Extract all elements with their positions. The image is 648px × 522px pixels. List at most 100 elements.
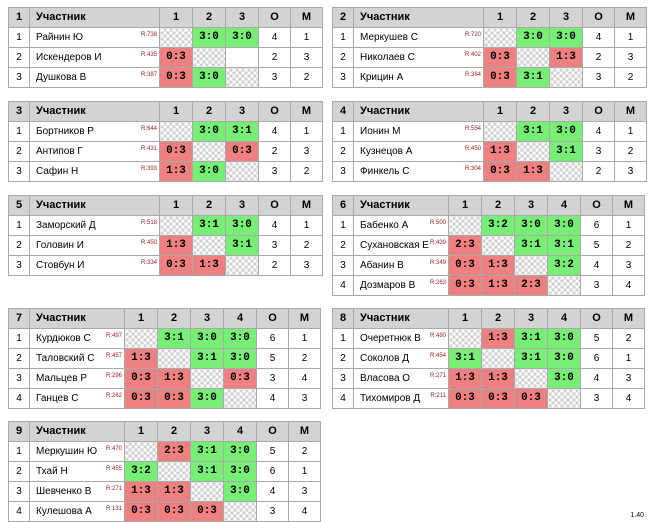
player-cell[interactable]: Очеретнюк В R:480 [353, 328, 449, 349]
player-cell[interactable]: Мальцев Р R:296 [29, 368, 125, 389]
group-header-row: 6 Участник 1 2 3 4 О М [332, 195, 645, 216]
player-name[interactable]: Меркушин Ю [36, 446, 98, 457]
score-win-cell: 3:1 [514, 235, 548, 256]
player-cell[interactable]: Крицин А R:384 [353, 67, 484, 88]
player-cell[interactable]: Искендеров И R:435 [29, 47, 160, 68]
player-name[interactable]: Финкель С [360, 166, 410, 177]
group-header-row: 5 Участник 1 2 3 О М [8, 195, 323, 216]
score-win-cell: 3:0 [225, 27, 259, 48]
player-cell[interactable]: Абанин В R:349 [353, 255, 449, 276]
table-row: 4 Дозмаров В R:263 0:3 1:3 2:3 3 4 [332, 275, 645, 296]
player-name[interactable]: Антипов Г [36, 146, 83, 157]
player-name[interactable]: Власова О [360, 373, 411, 384]
place-column-header: М [290, 195, 323, 216]
player-cell[interactable]: Тихомиров Д R:211 [353, 388, 449, 409]
player-cell[interactable]: Ионин М R:554 [353, 121, 484, 142]
player-cell[interactable]: Заморский Д R:518 [29, 215, 160, 236]
opponent-column-header: 1 [448, 195, 482, 216]
group-table-1: 1 Участник 1 2 3 О М 1 Райнин Ю R:738 3:0 3:0 4 1 2 Иск… [8, 7, 323, 88]
player-cell[interactable]: Николаев С R:402 [353, 47, 484, 68]
score-loss-cell: 1:3 [481, 368, 515, 389]
player-name[interactable]: Шевченко В [36, 486, 92, 497]
player-cell[interactable]: Райнин Ю R:738 [29, 27, 160, 48]
player-cell[interactable]: Финкель С R:304 [353, 161, 484, 182]
player-name[interactable]: Бабенко А [360, 220, 409, 231]
points-value: 5 [580, 235, 613, 256]
player-rating: R:402 [464, 52, 481, 58]
player-name[interactable]: Заморский Д [36, 220, 96, 231]
place-value: 1 [288, 461, 321, 482]
player-name[interactable]: Очеретнюк В [360, 333, 421, 344]
player-name[interactable]: Курдюков С [36, 333, 91, 344]
score-win-cell: 3:1 [516, 121, 550, 142]
opponent-column-header: 3 [225, 195, 259, 216]
player-name[interactable]: Николаев С [360, 52, 415, 63]
player-cell[interactable]: Кулешова А R:131 [29, 501, 125, 522]
player-cell[interactable]: Шевченко В R:271 [29, 481, 125, 502]
points-value: 2 [582, 161, 615, 182]
player-cell[interactable]: Бортников Р R:644 [29, 121, 160, 142]
player-rating: R:387 [140, 72, 157, 78]
player-name[interactable]: Соколов Д [360, 353, 409, 364]
player-name[interactable]: Головин И [36, 240, 84, 251]
player-name[interactable]: Меркушев С [360, 32, 418, 43]
player-cell[interactable]: Соколов Д R:454 [353, 348, 449, 369]
player-cell[interactable]: Курдюков С R:497 [29, 328, 125, 349]
opponent-column-header: 4 [547, 195, 581, 216]
player-cell[interactable]: Бабенко А R:500 [353, 215, 449, 236]
player-cell[interactable]: Антипов Г R:431 [29, 141, 160, 162]
player-rating: R:497 [105, 333, 122, 339]
score-win-cell: 3:0 [514, 215, 548, 236]
score-loss-cell: 1:3 [481, 328, 515, 349]
player-rating: R:439 [429, 240, 446, 246]
table-row: 1 Очеретнюк В R:480 1:3 3:1 3:0 5 2 [332, 328, 645, 349]
player-name[interactable]: Абанин В [360, 260, 404, 271]
player-cell[interactable]: Тхай Н R:455 [29, 461, 125, 482]
player-name[interactable]: Ионин М [360, 126, 401, 137]
participant-column-header: Участник [353, 7, 484, 28]
player-name[interactable]: Кузнецов А [360, 146, 413, 157]
player-cell[interactable]: Сухановская Е R:439 [353, 235, 449, 256]
player-cell[interactable]: Меркушин Ю R:470 [29, 441, 125, 462]
player-cell[interactable]: Ганцев С R:262 [29, 388, 125, 409]
points-value: 6 [256, 328, 289, 349]
player-cell[interactable]: Стовбун И R:334 [29, 255, 160, 276]
player-cell[interactable]: Меркушев С R:720 [353, 27, 484, 48]
opponent-column-header: 1 [159, 101, 193, 122]
player-cell[interactable]: Власова О R:271 [353, 368, 449, 389]
player-rating: R:450 [464, 146, 481, 152]
player-cell[interactable]: Сафин Н R:393 [29, 161, 160, 182]
player-name[interactable]: Бортников Р [36, 126, 94, 137]
place-value: 2 [612, 235, 645, 256]
score-win-cell: 3:2 [481, 215, 515, 236]
player-name[interactable]: Сухановская Е [360, 240, 429, 251]
points-value: 5 [580, 328, 613, 349]
player-cell[interactable]: Душкова В R:387 [29, 67, 160, 88]
player-cell[interactable]: Таловский С R:457 [29, 348, 125, 369]
player-name[interactable]: Крицин А [360, 72, 404, 83]
player-name[interactable]: Таловский С [36, 353, 95, 364]
player-name[interactable]: Дозмаров В [360, 280, 416, 291]
player-name[interactable]: Кулешова А [36, 506, 92, 517]
player-rating: R:271 [429, 373, 446, 379]
place-column-header: М [612, 308, 645, 329]
player-name[interactable]: Ганцев С [36, 393, 79, 404]
place-value: 2 [290, 235, 323, 256]
score-win-cell: 3:0 [223, 461, 257, 482]
player-cell[interactable]: Дозмаров В R:263 [353, 275, 449, 296]
player-rating: R:644 [140, 126, 157, 132]
player-name[interactable]: Райнин Ю [36, 32, 83, 43]
player-name[interactable]: Стовбун И [36, 260, 85, 271]
opponent-column-header: 3 [190, 421, 224, 442]
player-name[interactable]: Мальцев Р [36, 373, 87, 384]
player-name[interactable]: Душкова В [36, 72, 87, 83]
player-name[interactable]: Сафин Н [36, 166, 79, 177]
self-match-cell [192, 47, 226, 68]
score-win-cell: 3:0 [190, 328, 224, 349]
player-cell[interactable]: Кузнецов А R:450 [353, 141, 484, 162]
player-name[interactable]: Искендеров И [36, 52, 102, 63]
player-name[interactable]: Тихомиров Д [360, 393, 421, 404]
player-cell[interactable]: Головин И R:450 [29, 235, 160, 256]
player-name[interactable]: Тхай Н [36, 466, 68, 477]
score-win-cell: 3:1 [547, 235, 581, 256]
